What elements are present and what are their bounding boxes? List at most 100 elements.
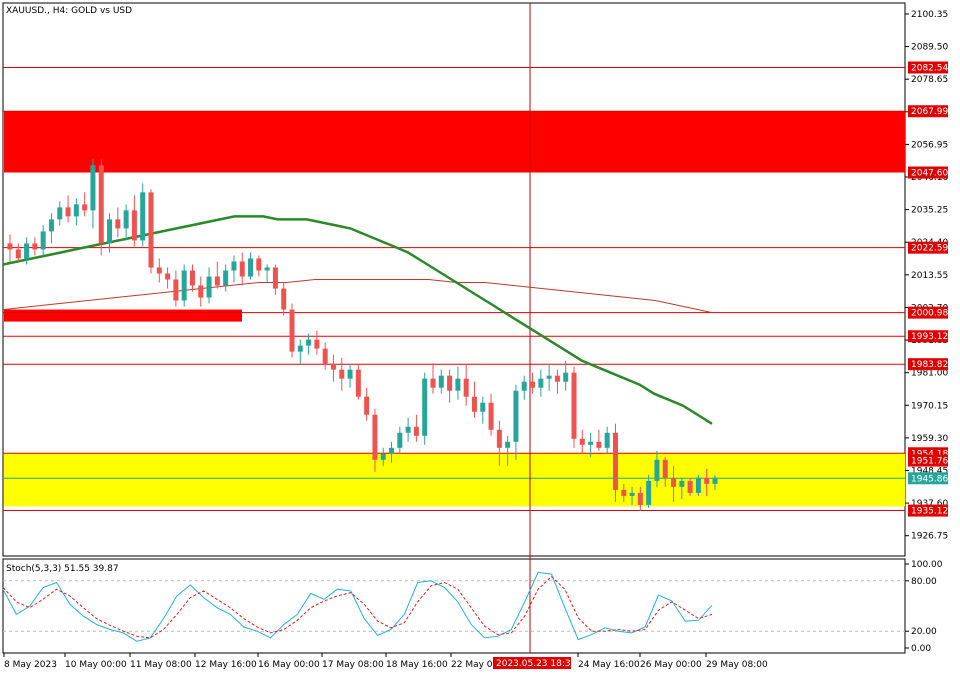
candle-body[interactable]	[314, 339, 320, 349]
candle-body[interactable]	[455, 378, 461, 391]
candle-body[interactable]	[679, 480, 685, 487]
candle-body[interactable]	[281, 288, 287, 310]
candle-body[interactable]	[289, 309, 295, 352]
price-axis-label: 1937.60	[911, 499, 948, 509]
candle-body[interactable]	[405, 426, 411, 433]
candle-body[interactable]	[530, 381, 536, 388]
candle-body[interactable]	[372, 414, 378, 460]
price-axis-label: 2056.95	[911, 140, 948, 150]
candle-body[interactable]	[430, 378, 436, 388]
candle-body[interactable]	[389, 447, 395, 454]
candle-body[interactable]	[571, 372, 577, 439]
candle-body[interactable]	[397, 432, 403, 448]
candle-body[interactable]	[646, 480, 652, 505]
candle-body[interactable]	[422, 378, 428, 436]
price-axis-label: 2089.50	[911, 43, 948, 53]
candle-body[interactable]	[471, 396, 477, 412]
candle-body[interactable]	[438, 375, 444, 388]
candle-body[interactable]	[231, 261, 237, 271]
candle-body[interactable]	[347, 369, 353, 379]
candle-body[interactable]	[662, 459, 668, 478]
time-axis-label: 8 May 2023	[4, 660, 57, 670]
candle-body[interactable]	[621, 489, 627, 496]
candle-body[interactable]	[306, 339, 312, 346]
candle-body[interactable]	[73, 204, 79, 217]
candle-body[interactable]	[505, 441, 511, 448]
candle-body[interactable]	[98, 165, 104, 244]
candle-body[interactable]	[488, 402, 494, 430]
candle-body[interactable]	[48, 219, 54, 232]
candle-body[interactable]	[355, 369, 361, 397]
candle-body[interactable]	[123, 210, 129, 229]
candle-body[interactable]	[173, 279, 179, 301]
candle-body[interactable]	[248, 258, 254, 277]
candle-body[interactable]	[297, 345, 303, 352]
candle-body[interactable]	[189, 270, 195, 286]
candle-body[interactable]	[239, 261, 245, 277]
candle-body[interactable]	[181, 270, 187, 301]
candle-body[interactable]	[330, 363, 336, 370]
candle-body[interactable]	[554, 375, 560, 382]
candle-body[interactable]	[588, 441, 594, 445]
candle-body[interactable]	[637, 492, 643, 505]
candle-body[interactable]	[671, 477, 677, 487]
candle-body[interactable]	[148, 192, 154, 268]
candle-body[interactable]	[57, 207, 63, 220]
candle-body[interactable]	[156, 267, 162, 274]
candle-body[interactable]	[629, 492, 635, 496]
candle-body[interactable]	[364, 396, 370, 415]
candle-body[interactable]	[65, 207, 71, 217]
candle-body[interactable]	[206, 276, 212, 298]
candle-body[interactable]	[612, 432, 618, 490]
candle-body[interactable]	[704, 477, 710, 484]
candle-body[interactable]	[115, 219, 121, 229]
candle-body[interactable]	[198, 285, 204, 298]
candle-body[interactable]	[90, 165, 96, 211]
candle-body[interactable]	[214, 276, 220, 286]
candle-body[interactable]	[687, 480, 693, 493]
candle-body[interactable]	[463, 378, 469, 397]
candle-body[interactable]	[563, 372, 569, 382]
candle-body[interactable]	[447, 375, 453, 391]
candle-body[interactable]	[7, 243, 13, 250]
candle-body[interactable]	[140, 192, 146, 241]
candle-body[interactable]	[413, 426, 419, 436]
candle-body[interactable]	[380, 453, 386, 460]
candle-body[interactable]	[223, 270, 229, 286]
candle-body[interactable]	[339, 369, 345, 379]
time-axis-label: 12 May 16:00	[195, 660, 257, 670]
candle-body[interactable]	[15, 249, 21, 259]
candle-body[interactable]	[695, 477, 701, 493]
candle-body[interactable]	[24, 243, 30, 259]
candle-body[interactable]	[538, 378, 544, 388]
candle-body[interactable]	[32, 243, 38, 250]
candle-body[interactable]	[131, 210, 137, 241]
candle-body[interactable]	[521, 381, 527, 391]
time-axis-label: 16 May 00:00	[258, 660, 320, 670]
candle-body[interactable]	[165, 273, 171, 280]
level-price-label: 2082.54	[911, 63, 948, 73]
candle-body[interactable]	[322, 348, 328, 364]
candle-body[interactable]	[107, 219, 113, 244]
candle-body[interactable]	[596, 441, 602, 448]
candle-body[interactable]	[256, 258, 262, 271]
candle-body[interactable]	[264, 267, 270, 271]
candle-body[interactable]	[496, 429, 502, 448]
candle-body[interactable]	[480, 402, 486, 412]
candle-body[interactable]	[712, 477, 718, 484]
candle-body[interactable]	[604, 432, 610, 448]
level-price-label-bg	[908, 358, 948, 371]
candle-body[interactable]	[82, 204, 88, 211]
candle-body[interactable]	[513, 390, 519, 442]
price-axis-label: 2035.25	[911, 206, 948, 216]
indicator-title: Stoch(5,3,3) 51.55 39.87	[6, 564, 119, 574]
level-price-label-bg	[908, 504, 948, 517]
candle-body[interactable]	[272, 267, 278, 289]
candle-body[interactable]	[546, 375, 552, 379]
candle-body[interactable]	[40, 231, 46, 250]
slow-moving-average-line	[2, 279, 713, 314]
candle-body[interactable]	[579, 438, 585, 445]
candle-body[interactable]	[654, 459, 660, 481]
fast-moving-average-line	[2, 215, 713, 425]
